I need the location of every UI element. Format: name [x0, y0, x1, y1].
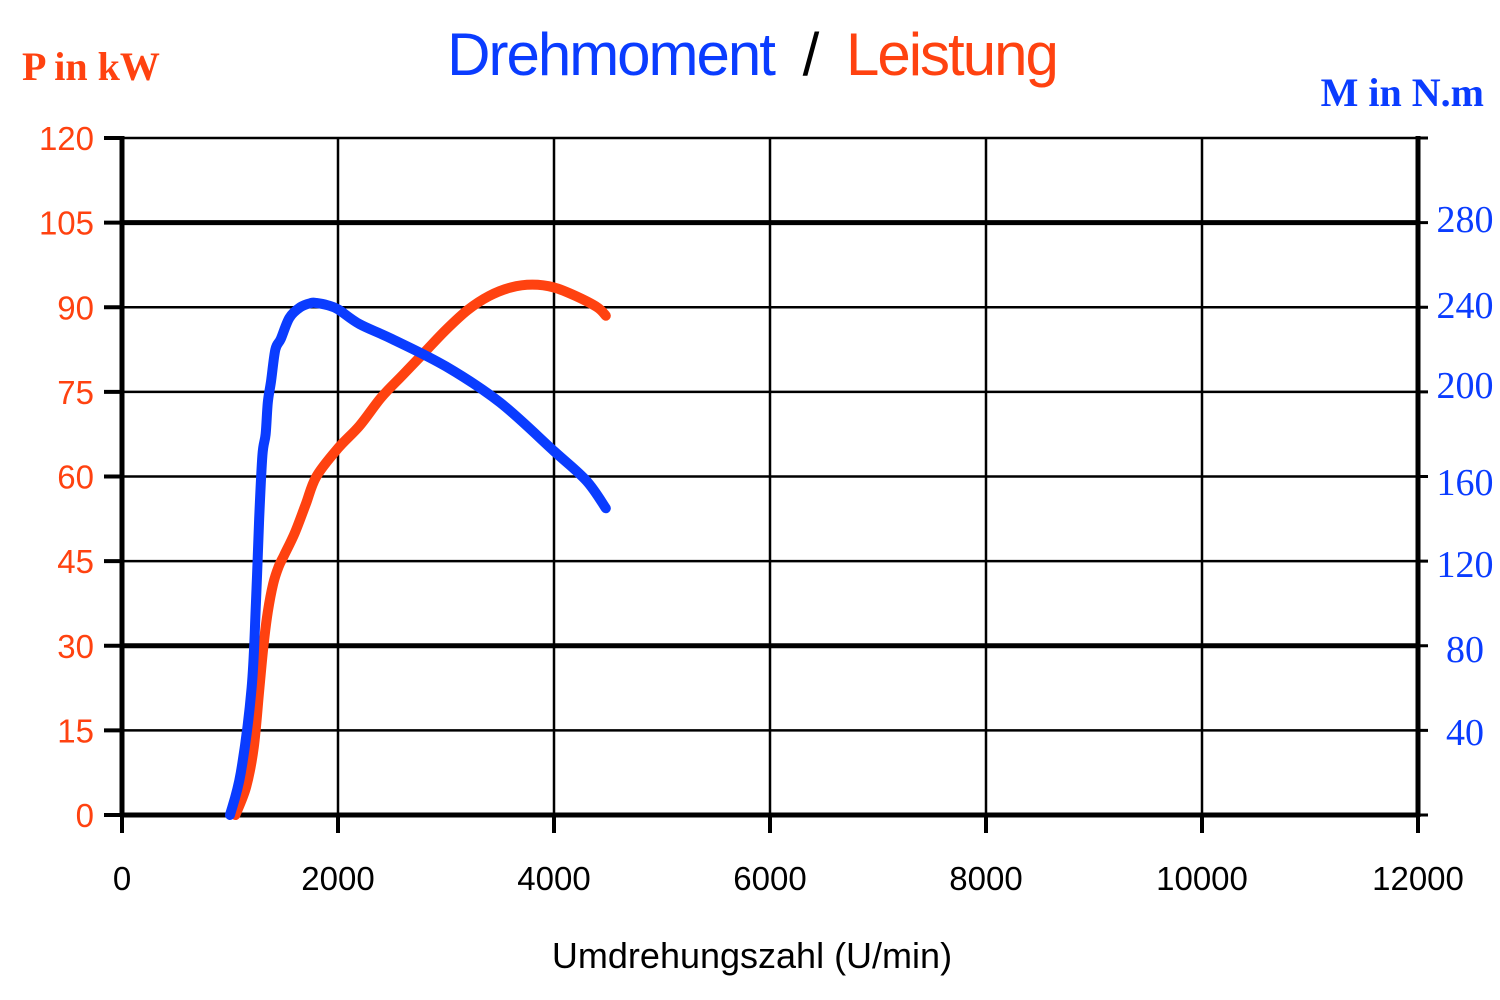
power-point — [315, 476, 317, 477]
power-point — [359, 425, 361, 427]
power-point — [605, 315, 607, 317]
y-right-tick-label: 80 — [1446, 629, 1484, 671]
torque-point — [274, 349, 276, 351]
y-left-tick-label: 60 — [57, 459, 94, 496]
y-left-tick-labels: 0 15 30 45 60 75 90 105 120 — [39, 120, 94, 834]
y-left-tick-label: 30 — [57, 628, 94, 665]
x-axis-label: Umdrehungszahl (U/min) — [552, 935, 952, 976]
title-torque: Drehmoment — [447, 21, 776, 88]
power-point — [245, 786, 247, 788]
power-point — [445, 329, 447, 331]
torque-point — [229, 814, 231, 816]
right-axis-title: M in N.m — [1321, 70, 1484, 115]
torque-point — [261, 454, 263, 456]
axes — [104, 136, 1428, 833]
left-axis-title: P in kW — [22, 44, 160, 89]
chart-title: Drehmoment / Leistung — [447, 21, 1057, 88]
torque-point — [315, 302, 317, 304]
power-point — [267, 611, 269, 613]
y-left-tick-label: 105 — [39, 205, 94, 242]
torque-point — [265, 433, 267, 435]
torque-point — [267, 401, 269, 403]
power-point — [294, 532, 296, 534]
y-right-tick-labels: 40 80 120 160 200 240 280 — [1437, 199, 1494, 754]
y-left-tick-label: 15 — [57, 712, 94, 749]
power-point — [283, 554, 285, 556]
torque-point — [310, 302, 312, 304]
torque-line — [225, 297, 611, 820]
title-power: Leistung — [846, 21, 1057, 88]
power-point — [488, 295, 490, 297]
y-right-tick-label: 120 — [1437, 544, 1494, 586]
power-point — [531, 284, 533, 286]
y-right-tick-label: 200 — [1437, 365, 1494, 407]
power-point — [553, 287, 555, 289]
power-point — [278, 566, 280, 568]
y-left-tick-label: 75 — [57, 374, 94, 411]
torque-point — [255, 602, 257, 604]
torque-point — [251, 687, 253, 689]
y-left-tick-label: 45 — [57, 543, 94, 580]
y-left-tick-label: 90 — [57, 289, 94, 326]
power-point — [258, 690, 260, 692]
torque-point — [240, 772, 242, 774]
power-point — [575, 295, 577, 297]
torque-point — [391, 338, 393, 340]
power-line — [230, 279, 611, 820]
y-right-tick-label: 40 — [1446, 712, 1484, 754]
torque-point — [359, 323, 361, 325]
x-tick-label: 6000 — [733, 860, 806, 897]
torque-point — [270, 380, 272, 382]
torque-point — [337, 308, 339, 310]
y-left-tick-label: 0 — [76, 797, 94, 834]
power-point — [337, 447, 339, 449]
power-point — [305, 504, 307, 506]
torque-point — [326, 304, 328, 306]
power-point — [272, 583, 274, 585]
power-point — [253, 746, 255, 748]
torque-point — [499, 401, 501, 403]
y-right-tick-label: 160 — [1437, 462, 1494, 504]
torque-point — [553, 450, 555, 452]
torque-point — [280, 338, 282, 340]
x-tick-label: 4000 — [517, 860, 590, 897]
x-tick-label: 0 — [113, 860, 131, 897]
torque-point — [605, 507, 607, 509]
x-tick-label: 10000 — [1156, 860, 1248, 897]
torque-point — [299, 306, 301, 308]
power-point — [402, 374, 404, 376]
title-separator: / — [803, 21, 820, 88]
power-point — [596, 306, 598, 308]
power-point — [380, 397, 382, 399]
torque-point — [445, 365, 447, 367]
torque-point — [258, 518, 260, 520]
x-tick-labels: 0 2000 4000 6000 8000 10000 12000 — [113, 860, 1464, 897]
torque-point — [585, 480, 587, 482]
x-tick-label: 8000 — [949, 860, 1022, 897]
y-left-tick-label: 120 — [39, 120, 94, 157]
power-point — [467, 309, 469, 311]
power-point — [510, 287, 512, 289]
series — [225, 279, 611, 820]
y-right-tick-label: 240 — [1437, 285, 1494, 327]
torque-point — [288, 317, 290, 319]
power-point — [262, 645, 264, 647]
x-tick-label: 2000 — [301, 860, 374, 897]
x-tick-label: 12000 — [1372, 860, 1464, 897]
y-right-tick-label: 280 — [1437, 199, 1494, 241]
